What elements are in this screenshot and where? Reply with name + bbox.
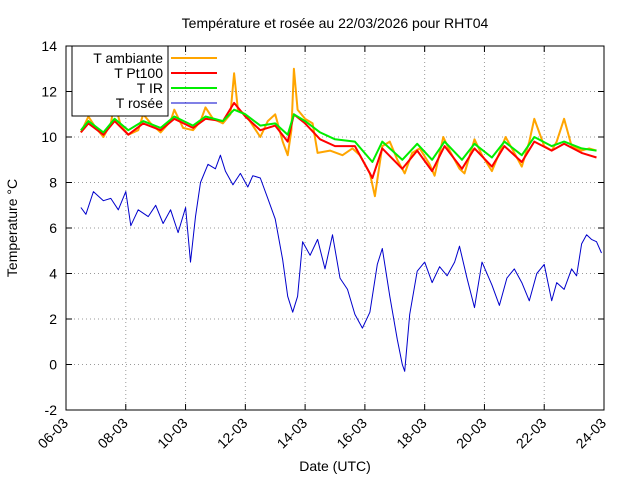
series-lines [79, 67, 602, 372]
y-tick-label: 8 [49, 175, 57, 191]
y-tick-label: 12 [41, 84, 57, 100]
series-line-t-ir [80, 108, 597, 163]
y-tick-label: 10 [41, 129, 57, 145]
y-tick-label: -2 [45, 402, 58, 418]
legend-box [71, 45, 169, 117]
y-axis-label: Temperature °C [4, 179, 20, 277]
chart-title: Température et rosée au 22/03/2026 pour … [182, 15, 489, 31]
series-line-t-pt100 [80, 101, 597, 179]
y-tick-label: 6 [49, 220, 57, 236]
y-tick-label: 14 [41, 38, 57, 54]
legend-label: T IR [137, 80, 163, 96]
legend-label: T ambiante [93, 50, 163, 66]
legend-label: T rosée [116, 95, 163, 111]
legend-label: T Pt100 [114, 65, 163, 81]
grid [66, 46, 604, 410]
y-tick-label: 0 [49, 357, 57, 373]
y-tick-label: 2 [49, 311, 57, 327]
series-line-t-ros-e [80, 154, 602, 372]
x-axis-label: Date (UTC) [299, 458, 371, 474]
y-tick-label: 4 [49, 266, 57, 282]
